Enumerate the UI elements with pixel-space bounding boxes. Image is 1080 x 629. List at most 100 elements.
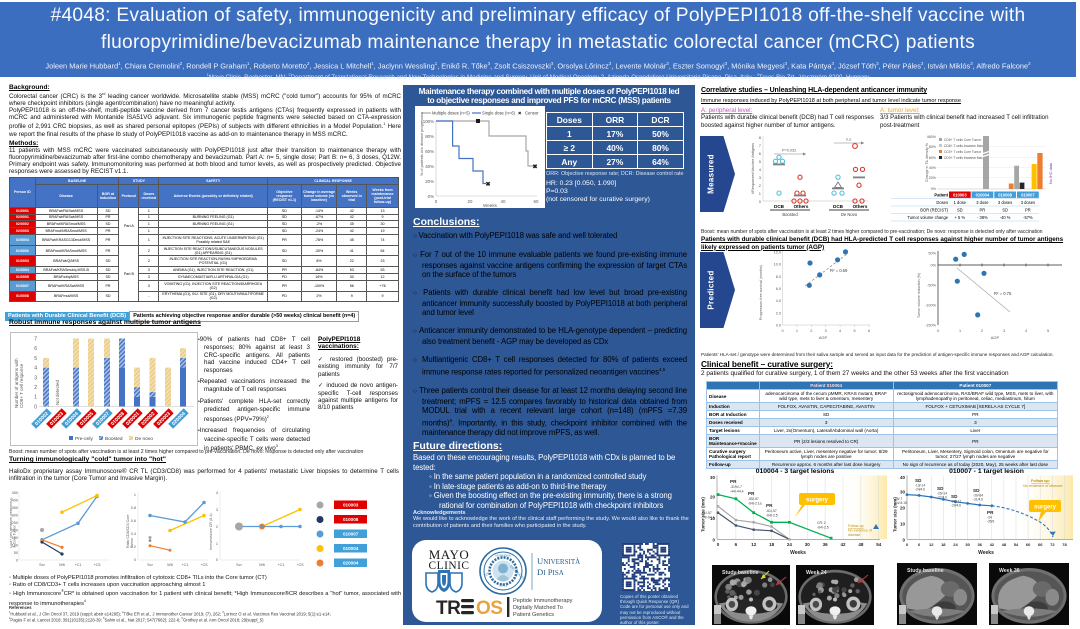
svg-text:450: 450	[12, 491, 18, 495]
svg-text:AGP: AGP	[991, 335, 1000, 340]
svg-text:No evidence of disease: No evidence of disease	[1023, 484, 1062, 488]
svg-text:010004: 010004	[976, 193, 990, 198]
svg-text:- 38%: - 38%	[977, 215, 988, 220]
svg-text:-28/-17: -28/-17	[951, 500, 961, 504]
svg-text:36: 36	[977, 542, 982, 547]
svg-text:De novo: De novo	[135, 436, 153, 442]
svg-text:Weeks: Weeks	[483, 203, 498, 208]
svg-text:010008: 010008	[998, 193, 1012, 198]
svg-text:0: 0	[16, 559, 18, 563]
svg-text:100%: 100%	[423, 119, 434, 124]
svg-text:5: 5	[34, 356, 37, 362]
svg-text:10: 10	[710, 516, 716, 521]
svg-text:40%: 40%	[929, 166, 937, 170]
svg-text:-35/3: -35/3	[987, 520, 994, 524]
svg-text:SD: SD	[1002, 208, 1008, 213]
svg-text:0: 0	[712, 537, 715, 542]
svg-text:010003: 010003	[343, 503, 359, 508]
svg-text:0: 0	[34, 404, 37, 410]
svg-text:40: 40	[900, 475, 906, 480]
svg-text:0%: 0%	[931, 187, 937, 191]
svg-text:36: 36	[823, 542, 829, 547]
svg-text:12: 12	[929, 542, 934, 547]
svg-text:18: 18	[769, 542, 775, 547]
svg-text:Tumor size (mm): Tumor size (mm)	[893, 497, 898, 532]
svg-text:0%: 0%	[428, 194, 434, 199]
svg-text:3 dose: 3 dose	[976, 200, 989, 205]
svg-text:42: 42	[990, 542, 995, 547]
svg-text:Immunoscore CR (0-4): Immunoscore CR (0-4)	[209, 513, 213, 550]
svg-text:460%: 460%	[927, 135, 937, 139]
svg-text:3: 3	[216, 508, 218, 512]
svg-text:250: 250	[12, 521, 18, 525]
svg-text:80%: 80%	[929, 145, 937, 149]
svg-text:0: 0	[906, 542, 909, 547]
svg-text:5: 5	[1047, 329, 1049, 333]
svg-text:Peptide Immunotherapy: Peptide Immunotherapy	[513, 598, 573, 604]
svg-text:-24/-64.4: -24/-64.4	[701, 515, 715, 519]
svg-text:+C5: +C5	[296, 563, 303, 567]
svg-text:DCB: DCB	[833, 204, 844, 209]
svg-text:Week 24: Week 24	[806, 570, 827, 576]
svg-text:400: 400	[12, 499, 18, 503]
svg-text:De Novo: De Novo	[841, 212, 858, 217]
svg-text:Others: Others	[794, 204, 809, 209]
svg-text:Patient: Patient	[934, 193, 948, 198]
svg-text:0.2: 0.2	[131, 545, 136, 549]
svg-text:4: 4	[34, 366, 37, 372]
svg-text:010008: 010008	[343, 517, 359, 522]
svg-text:-31/-57: -31/-57	[701, 511, 712, 515]
svg-text:300: 300	[12, 514, 18, 518]
svg-text:SD: SD	[951, 494, 958, 499]
svg-text:-64/-2.5: -64/-2.5	[766, 513, 778, 517]
svg-text:80%: 80%	[425, 134, 434, 139]
svg-text:PR: PR	[980, 208, 986, 213]
svg-text:✖: ✖	[532, 164, 537, 171]
svg-text:40: 40	[501, 199, 506, 204]
svg-text:-30/-84: -30/-84	[973, 494, 983, 498]
svg-text:150: 150	[12, 536, 18, 540]
svg-text:4: 4	[839, 329, 841, 333]
svg-text:-31/4.6: -31/4.6	[973, 498, 983, 502]
svg-text:1: 1	[959, 329, 961, 333]
svg-text:0: 0	[759, 199, 762, 204]
svg-text:Patient Genetics: Patient Genetics	[513, 612, 554, 618]
svg-text:✖: ✖	[518, 111, 522, 116]
svg-text:BOR (RECIST): BOR (RECIST)	[920, 208, 948, 213]
svg-text:72: 72	[1050, 542, 1055, 547]
svg-text:0.4: 0.4	[131, 532, 136, 536]
svg-text:0: 0	[134, 558, 136, 562]
svg-text:8.0: 8.0	[776, 275, 781, 279]
svg-text:UNIVERSITÀ: UNIVERSITÀ	[537, 556, 580, 566]
svg-text:4: 4	[216, 491, 218, 495]
svg-text:60: 60	[534, 199, 539, 204]
svg-text:0: 0	[435, 199, 438, 204]
svg-text:MAYO: MAYO	[429, 547, 470, 562]
svg-text:CD8+ T cell response: CD8+ T cell response	[19, 363, 24, 408]
svg-text:6: 6	[34, 346, 37, 352]
svg-text:OS: OS	[476, 598, 502, 619]
svg-text:SD: SD	[937, 486, 944, 491]
svg-text:50: 50	[14, 551, 18, 555]
svg-text:R² = 0.69: R² = 0.69	[830, 268, 848, 273]
svg-text:1: 1	[759, 191, 762, 196]
svg-text:1: 1	[34, 395, 37, 401]
svg-text:+C1: +C1	[277, 563, 284, 567]
svg-text:Study baseline: Study baseline	[722, 570, 759, 576]
svg-text:6: 6	[735, 542, 738, 547]
svg-text:Tumor volume change: Tumor volume change	[907, 215, 948, 220]
svg-text:-13/-7: -13/-7	[894, 497, 903, 501]
svg-text:6: 6	[918, 542, 921, 547]
svg-text:1 dose: 1 dose	[954, 200, 967, 205]
svg-text:Not detected: Not detected	[55, 380, 60, 405]
svg-text:W6: W6	[59, 563, 65, 567]
svg-text:PR: PR	[766, 503, 773, 508]
svg-text:3: 3	[825, 329, 827, 333]
svg-text:20: 20	[468, 199, 473, 204]
svg-text:2.0: 2.0	[776, 311, 781, 315]
svg-text:18: 18	[941, 542, 946, 547]
svg-text:Boosted: Boosted	[782, 212, 798, 217]
svg-text:No IHC data: No IHC data	[1049, 162, 1053, 184]
svg-text:#Responses/Vaccine Antigens: #Responses/Vaccine Antigens	[751, 143, 755, 194]
svg-text:SUPREMA: SUPREMA	[495, 553, 512, 557]
